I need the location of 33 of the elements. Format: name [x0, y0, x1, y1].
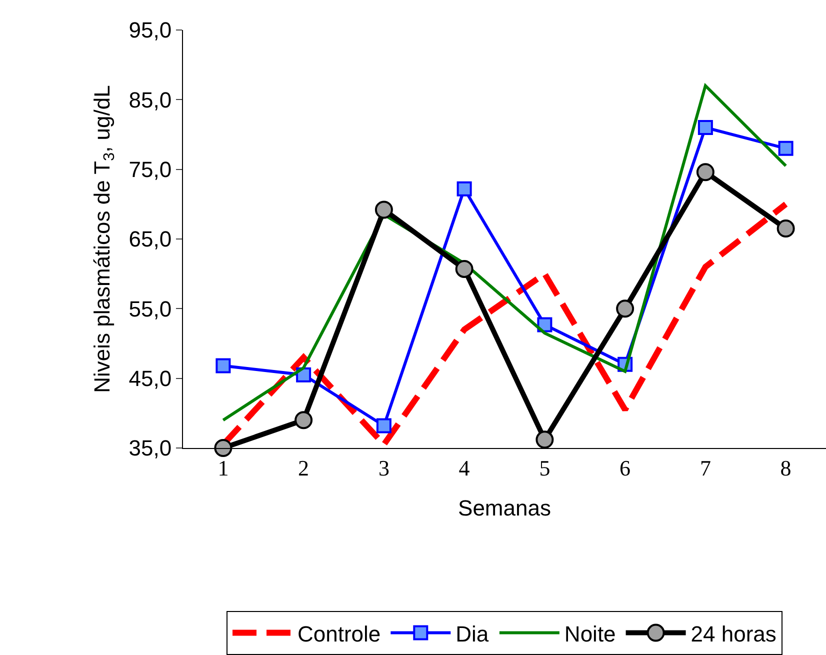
x-tick-label: 7 [700, 455, 711, 480]
point [294, 411, 313, 430]
x-tick-label: 1 [218, 455, 229, 480]
point [776, 220, 795, 238]
legend-label: Controle [298, 621, 381, 646]
point [455, 260, 474, 278]
legend-label: Dia [456, 621, 490, 646]
y-tick-label: 65,0 [128, 226, 172, 252]
x-tick-label: 3 [378, 455, 390, 480]
x-tick-label: 8 [780, 455, 792, 480]
point [216, 358, 231, 374]
legend-label: 24 horas [690, 621, 776, 646]
y-tick-label: 75,0 [128, 157, 172, 182]
x-tick-label: 2 [298, 455, 310, 480]
y-tick-label: 85,0 [128, 87, 172, 112]
y-tick-label: 45,0 [128, 366, 172, 392]
point [778, 140, 794, 156]
point [376, 418, 392, 434]
legend-label: Noite [564, 621, 616, 646]
point [456, 181, 472, 196]
x-tick-label: 6 [620, 455, 631, 480]
point [536, 430, 554, 449]
point [616, 300, 634, 318]
x-axis-title: Semanas [458, 495, 551, 520]
point [374, 200, 393, 219]
y-tick-label: 35,0 [128, 436, 172, 461]
x-tick-label: 5 [539, 455, 550, 480]
point [696, 163, 714, 182]
point [698, 120, 713, 136]
point [214, 439, 232, 457]
x-tick-label: 4 [458, 455, 470, 480]
y-tick-label: 55,0 [128, 296, 172, 322]
y-tick-label: 95,0 [128, 18, 172, 43]
